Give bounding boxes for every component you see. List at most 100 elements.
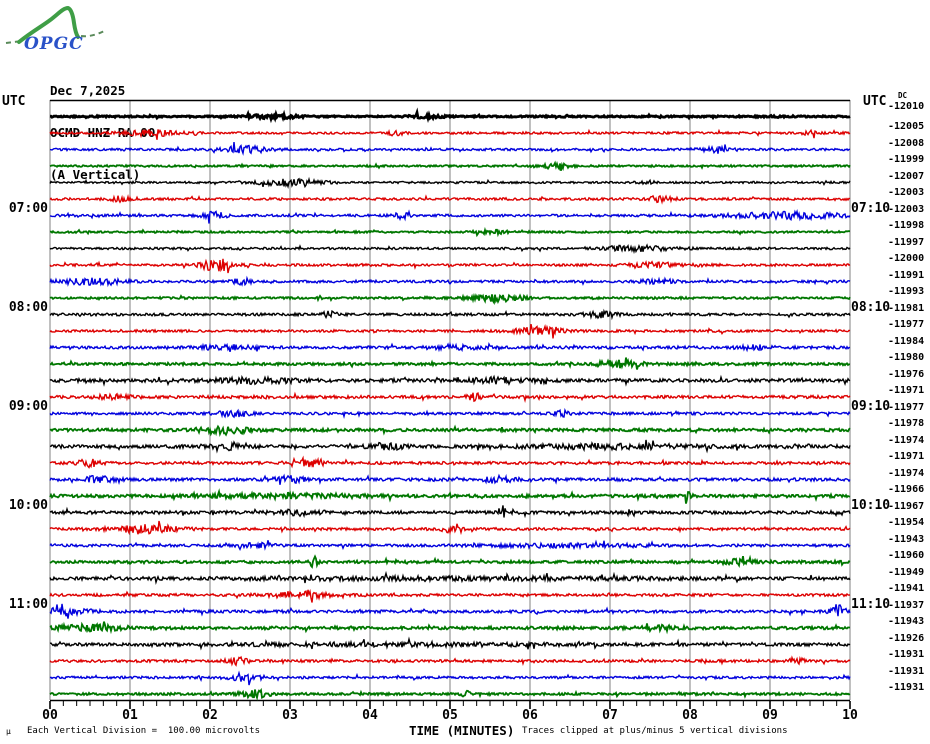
row-dc-value: -11977 — [888, 401, 925, 413]
row-dc-value: -11949 — [888, 566, 925, 578]
seismo-trace — [49, 341, 851, 353]
seismo-trace — [49, 570, 851, 586]
seismo-trace — [49, 439, 851, 454]
header-component: (A Vertical) — [50, 167, 141, 182]
row-dc-value: -12007 — [888, 170, 925, 182]
seismo-trace — [49, 374, 851, 387]
row-dc-value: -11967 — [888, 500, 925, 512]
row-dc-value: -11974 — [888, 467, 925, 479]
seismo-trace — [49, 176, 851, 189]
row-time-label-left: 09:00 — [8, 398, 48, 414]
x-tick-label: 03 — [282, 708, 298, 723]
dc-column-label: DC — [898, 91, 908, 100]
seismo-trace — [49, 142, 851, 156]
row-dc-value: -11978 — [888, 418, 925, 429]
row-dc-value: -11993 — [888, 286, 925, 297]
logo-text: OPGC — [24, 34, 84, 54]
seismo-trace — [49, 160, 851, 172]
row-dc-value: -12003 — [888, 187, 925, 198]
seismo-trace — [49, 554, 851, 569]
seismo-trace — [49, 636, 851, 651]
seismo-trace — [49, 357, 851, 370]
x-tick-label: 07 — [602, 708, 618, 723]
x-tick-label: 08 — [682, 708, 698, 723]
seismo-trace — [49, 208, 851, 224]
row-dc-value: -11937 — [888, 599, 925, 611]
row-dc-value: -11999 — [888, 154, 925, 165]
row-dc-value: -11943 — [888, 616, 925, 627]
x-axis-title: TIME (MINUTES) — [409, 723, 515, 738]
seismo-trace — [49, 258, 851, 274]
row-time-label-right: 07:10 — [851, 200, 891, 216]
row-dc-value: -11980 — [888, 352, 925, 363]
x-tick-label: 00 — [42, 708, 58, 723]
seismo-trace — [49, 588, 851, 603]
row-dc-value: -11997 — [888, 236, 925, 248]
row-dc-value: -12003 — [888, 203, 925, 215]
seismo-trace — [49, 670, 851, 686]
x-tick-label: 04 — [362, 708, 378, 723]
row-dc-value: -11977 — [888, 319, 925, 330]
x-tick-label: 01 — [122, 708, 138, 723]
row-dc-value: -11981 — [888, 302, 925, 314]
row-dc-value: -11943 — [888, 533, 925, 545]
row-dc-value: -11926 — [888, 632, 925, 644]
x-tick-label: 02 — [202, 708, 218, 723]
row-dc-value: -11998 — [888, 220, 925, 231]
seismo-trace — [49, 226, 850, 238]
row-dc-value: -12010 — [888, 100, 925, 112]
row-dc-value: -11971 — [888, 385, 925, 396]
seismo-trace — [49, 424, 851, 438]
seismo-trace — [49, 603, 851, 619]
seismo-trace — [49, 194, 851, 205]
seismo-trace — [49, 128, 851, 140]
row-time-label-left: 08:00 — [8, 299, 48, 315]
x-tick-label: 09 — [762, 708, 778, 723]
row-dc-value: -11984 — [888, 335, 925, 347]
row-dc-value: -11976 — [888, 368, 925, 380]
x-tick-label: 06 — [522, 708, 538, 723]
row-dc-value: -11941 — [888, 583, 925, 594]
row-dc-value: -11991 — [888, 269, 925, 281]
seismo-trace — [49, 107, 851, 124]
logo-dash-right — [80, 29, 107, 38]
seismo-trace — [49, 391, 851, 403]
row-dc-value: -12008 — [888, 137, 925, 149]
seismo-trace — [49, 539, 851, 551]
row-time-label-left: 10:00 — [8, 497, 48, 513]
utc-label-right: UTC — [863, 94, 887, 109]
row-dc-value: -11966 — [888, 484, 925, 495]
seismo-trace — [49, 687, 851, 701]
row-dc-value: -11971 — [888, 451, 925, 462]
row-dc-value: -12000 — [888, 253, 925, 264]
row-dc-value: -11974 — [888, 434, 925, 446]
logo-mountain-curve — [17, 5, 80, 44]
row-dc-value: -12005 — [888, 121, 925, 132]
row-dc-value: -11960 — [888, 550, 925, 561]
seismo-trace — [49, 621, 850, 635]
header-date: Dec 7,2025 — [50, 83, 126, 98]
x-tick-label: 05 — [442, 708, 458, 723]
row-dc-value: -11931 — [888, 682, 925, 693]
row-time-label-left: 11:00 — [8, 596, 48, 612]
clip-note: Traces clipped at plus/minus 5 vertical … — [522, 726, 788, 736]
row-dc-value: -11931 — [888, 665, 925, 677]
scale-note: Each Vertical Division = 100.00 microvol… — [27, 726, 260, 736]
seismo-trace — [49, 323, 851, 339]
utc-label-left: UTC — [2, 94, 26, 109]
seismo-trace — [49, 520, 851, 536]
seismo-trace — [49, 275, 851, 288]
seismo-trace — [49, 308, 851, 321]
seismo-trace — [49, 488, 851, 504]
row-dc-value: -11931 — [888, 649, 925, 660]
x-tick-label: 10 — [842, 708, 858, 723]
row-time-label-right: 10:10 — [851, 497, 891, 513]
row-time-label-right: 09:10 — [851, 398, 891, 414]
row-time-label-left: 07:00 — [8, 200, 48, 216]
seismo-trace — [49, 655, 851, 667]
row-dc-value: -11954 — [888, 517, 925, 528]
seismo-trace — [49, 455, 851, 469]
microvolt-mark: µ — [6, 727, 11, 736]
